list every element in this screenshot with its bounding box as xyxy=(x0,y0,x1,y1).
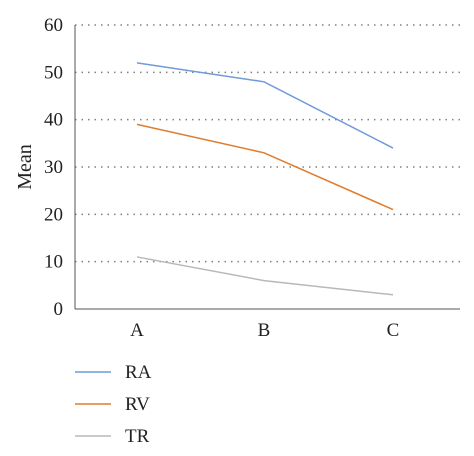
y-tick-label: 10 xyxy=(44,252,63,273)
legend-label-tr: TR xyxy=(125,426,150,447)
y-tick-label: 40 xyxy=(44,110,63,131)
x-tick-label: B xyxy=(258,320,271,341)
x-tick-label: A xyxy=(130,320,144,341)
series-lines xyxy=(136,62,394,296)
y-tick-label: 0 xyxy=(54,299,64,320)
y-axis-title: Mean xyxy=(14,144,36,190)
legend: RA RV TR xyxy=(75,362,152,447)
y-tick-labels: 0 10 20 30 40 50 60 xyxy=(44,15,63,320)
series-line-ra xyxy=(136,62,394,149)
y-tick-label: 60 xyxy=(44,15,63,36)
gridlines xyxy=(75,24,460,263)
series-line-tr xyxy=(136,256,394,296)
x-tick-label: C xyxy=(387,320,400,341)
legend-label-ra: RA xyxy=(125,362,152,383)
x-tick-labels: A B C xyxy=(130,320,399,341)
legend-label-rv: RV xyxy=(125,394,150,415)
series-line-rv xyxy=(136,123,394,211)
y-tick-label: 20 xyxy=(44,204,63,225)
y-tick-label: 30 xyxy=(44,157,63,178)
y-tick-label: 50 xyxy=(44,62,63,83)
